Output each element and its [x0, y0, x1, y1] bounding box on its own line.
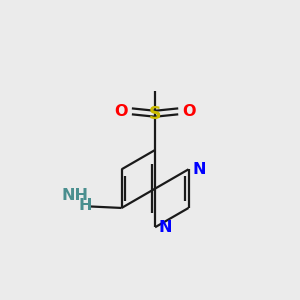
Text: N: N [192, 162, 206, 177]
Text: N: N [159, 220, 172, 235]
Text: H: H [79, 198, 92, 213]
Text: O: O [182, 104, 196, 119]
Text: S: S [149, 105, 161, 123]
Text: NH: NH [61, 188, 88, 203]
Text: O: O [115, 104, 128, 119]
